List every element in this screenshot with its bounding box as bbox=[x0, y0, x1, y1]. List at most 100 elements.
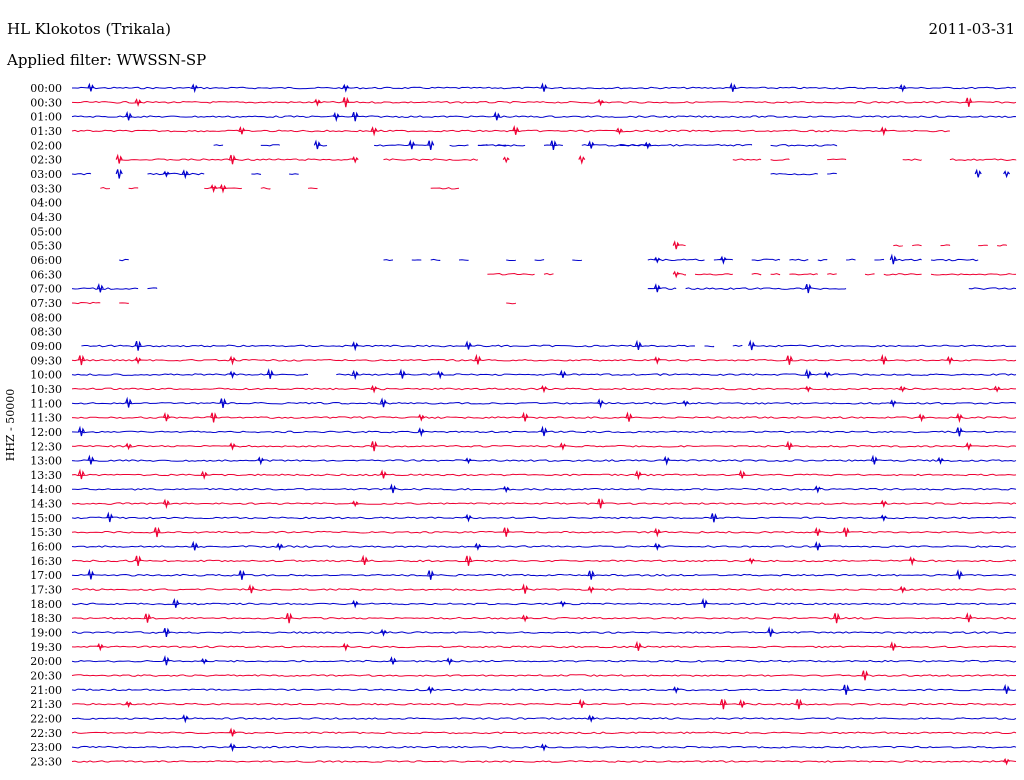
seismic-event bbox=[814, 540, 822, 551]
seismic-event bbox=[370, 126, 378, 137]
seismic-event bbox=[634, 640, 642, 651]
tick-label-1630: 16:30 bbox=[30, 555, 62, 568]
seismic-event bbox=[125, 110, 133, 121]
tick-label-2230: 22:30 bbox=[30, 727, 62, 740]
seismic-event bbox=[379, 628, 387, 637]
trace-segment bbox=[317, 144, 328, 147]
seismic-event bbox=[464, 513, 472, 523]
seismic-event bbox=[955, 412, 963, 424]
trace-row-0500: 05:00 bbox=[30, 225, 62, 238]
seismic-event bbox=[96, 642, 104, 652]
seismic-event bbox=[351, 369, 359, 381]
trace-segment bbox=[71, 301, 101, 305]
trace-segment bbox=[260, 187, 271, 190]
trace-segment bbox=[770, 273, 781, 276]
trace-segment bbox=[827, 172, 837, 175]
seismic-event bbox=[219, 398, 227, 409]
seismic-event bbox=[115, 168, 123, 179]
tick-label-0400: 04:00 bbox=[30, 197, 62, 210]
trace-row-1700: 17:00 bbox=[30, 568, 1017, 582]
seismic-event bbox=[228, 370, 236, 380]
trace-segment bbox=[676, 244, 686, 247]
tick-label-2030: 20:30 bbox=[30, 670, 62, 683]
trace-segment bbox=[71, 358, 1017, 362]
seismic-event bbox=[965, 442, 973, 451]
seismic-event bbox=[361, 554, 369, 566]
seismic-event bbox=[899, 83, 907, 93]
seismic-event bbox=[653, 283, 661, 293]
trace-segment bbox=[817, 259, 828, 262]
tick-label-0900: 09:00 bbox=[30, 340, 62, 353]
seismic-event bbox=[219, 183, 227, 194]
trace-segment bbox=[71, 416, 1017, 419]
seismic-event bbox=[389, 656, 397, 665]
trace-segment bbox=[71, 516, 1017, 520]
trace-segment bbox=[506, 259, 517, 261]
tick-label-0230: 02:30 bbox=[30, 154, 62, 167]
trace-segment bbox=[71, 573, 1017, 577]
seismic-event bbox=[833, 612, 841, 624]
trace-segment bbox=[751, 344, 1017, 348]
seismic-event bbox=[200, 657, 208, 665]
tick-label-1730: 17:30 bbox=[30, 584, 62, 597]
seismic-event bbox=[493, 111, 501, 121]
seismic-event bbox=[767, 626, 775, 637]
seismic-event bbox=[181, 714, 189, 724]
tick-label-2130: 21:30 bbox=[30, 698, 62, 711]
trace-segment bbox=[119, 258, 129, 262]
seismic-event bbox=[653, 527, 661, 538]
seismic-event bbox=[578, 155, 586, 165]
tick-label-1800: 18:00 bbox=[30, 598, 62, 611]
seismic-event bbox=[549, 140, 557, 151]
seismic-event bbox=[134, 356, 142, 365]
trace-segment bbox=[827, 273, 837, 276]
trace-segment bbox=[458, 259, 469, 261]
tick-label-0130: 01:30 bbox=[30, 125, 62, 138]
seismic-event bbox=[313, 98, 321, 107]
seismic-event bbox=[228, 355, 236, 366]
trace-row-1600: 16:00 bbox=[30, 540, 1017, 554]
seismic-event bbox=[653, 542, 661, 552]
trace-row-2200: 22:00 bbox=[30, 713, 1017, 726]
tick-label-0200: 02:00 bbox=[30, 139, 62, 152]
tick-label-1830: 18:30 bbox=[30, 612, 62, 625]
seismic-event bbox=[351, 500, 359, 508]
seismic-event bbox=[615, 127, 623, 135]
trace-segment bbox=[997, 244, 1007, 247]
tick-label-0530: 05:30 bbox=[30, 240, 62, 253]
trace-segment bbox=[789, 258, 809, 262]
tick-label-0500: 05:00 bbox=[30, 225, 62, 238]
seismic-event bbox=[965, 97, 973, 107]
trace-row-1630: 16:30 bbox=[30, 554, 1017, 568]
trace-segment bbox=[119, 302, 129, 304]
trace-segment bbox=[506, 302, 517, 305]
seismic-event bbox=[993, 385, 1001, 393]
trace-row-0800: 08:00 bbox=[30, 311, 62, 324]
trace-row-1500: 15:00 bbox=[30, 511, 1017, 525]
trace-segment bbox=[147, 172, 205, 176]
seismic-event bbox=[521, 583, 529, 594]
seismic-event bbox=[134, 555, 142, 567]
trace-row-0600: 06:00 bbox=[30, 253, 979, 267]
trace-segment bbox=[119, 158, 356, 161]
seismic-event bbox=[417, 413, 425, 422]
seismic-event bbox=[370, 384, 378, 394]
tick-label-0330: 03:30 bbox=[30, 182, 62, 195]
seismic-event bbox=[653, 356, 661, 365]
trace-segment bbox=[147, 287, 158, 290]
trace-row-1330: 13:30 bbox=[30, 468, 1017, 482]
seismic-event bbox=[814, 485, 822, 494]
trace-segment bbox=[543, 273, 554, 276]
seismic-event bbox=[682, 399, 690, 407]
seismic-event bbox=[342, 96, 350, 108]
seismic-event bbox=[814, 526, 822, 536]
seismic-event bbox=[228, 154, 237, 165]
seismic-event bbox=[351, 111, 359, 122]
channel-label: HHZ - 50000 bbox=[4, 389, 17, 462]
trace-row-2330: 23:30 bbox=[30, 756, 1017, 769]
trace-segment bbox=[893, 244, 904, 247]
seismic-event bbox=[125, 700, 133, 708]
seismic-event bbox=[162, 411, 170, 422]
seismic-event bbox=[889, 399, 897, 408]
seismic-event bbox=[597, 98, 605, 107]
